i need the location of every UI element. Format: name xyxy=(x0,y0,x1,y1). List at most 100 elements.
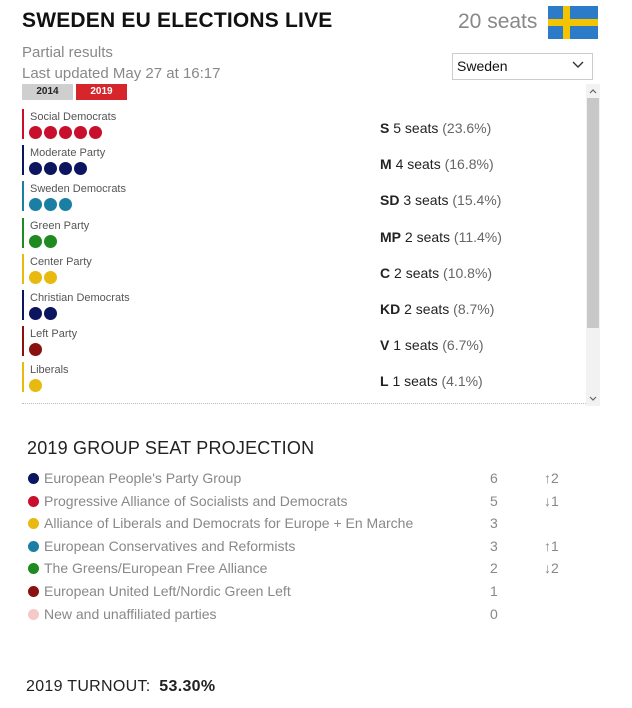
party-row: Christian Democrats KD 2 seats (8.7%) xyxy=(22,290,586,320)
party-color-bar xyxy=(22,181,24,212)
group-name: European Conservatives and Reformists xyxy=(44,537,296,554)
group-name: The Greens/European Free Alliance xyxy=(44,560,268,577)
party-seats: 2 seats xyxy=(394,264,440,281)
group-row: European Conservatives and Reformists 3 ↑1 xyxy=(27,537,587,557)
party-abbr: SD xyxy=(380,192,400,209)
party-seats: 5 seats xyxy=(393,120,439,136)
party-row: Social Democrats S 5 seats (23.6%) xyxy=(22,109,586,139)
seat-dots xyxy=(29,198,74,212)
group-row: Progressive Alliance of Socialists and D… xyxy=(27,492,587,512)
group-color-dot xyxy=(28,495,39,507)
results-panel[interactable]: Social Democrats S 5 seats (23.6%) Moderat… xyxy=(22,84,600,406)
party-abbr: V xyxy=(380,337,390,354)
seat-dot xyxy=(29,307,42,320)
panel-divider xyxy=(22,403,586,404)
group-name: New and unaffiliated parties xyxy=(44,605,217,622)
party-name: Social Democrats xyxy=(30,111,117,123)
party-percent: (8.7%) xyxy=(453,301,495,317)
party-result: KD 2 seats (8.7%) xyxy=(380,301,494,317)
party-seats: 1 seats xyxy=(392,373,438,390)
seat-dot xyxy=(59,162,72,176)
party-percent: (23.6%) xyxy=(442,120,492,136)
seat-dot xyxy=(89,126,102,139)
group-seats: 0 xyxy=(490,605,498,622)
party-seats: 1 seats xyxy=(393,337,439,354)
party-name: Moderate Party xyxy=(30,147,106,160)
page-title: SWEDEN EU ELECTIONS LIVE xyxy=(22,9,333,32)
group-seats: 5 xyxy=(490,492,498,509)
last-updated: Last updated May 27 at 16:17 xyxy=(22,65,221,82)
seat-dot xyxy=(29,234,42,248)
seat-dots xyxy=(29,307,59,320)
party-name: Center Party xyxy=(30,255,92,268)
group-color-dot xyxy=(28,518,39,530)
party-percent: (4.1%) xyxy=(441,373,483,390)
year-tab-2019[interactable]: 2019 xyxy=(76,84,127,100)
party-abbr: S xyxy=(380,120,390,136)
party-percent: (10.8%) xyxy=(443,264,493,281)
party-percent: (15.4%) xyxy=(452,192,502,209)
party-name: Liberals xyxy=(30,364,69,377)
group-row: European People's Party Group 6 ↑2 xyxy=(27,469,587,489)
group-change: ↑2 xyxy=(544,470,559,486)
party-abbr: L xyxy=(380,373,389,390)
party-row: Sweden Democrats SD 3 seats (15.4%) xyxy=(22,181,586,212)
party-result: MP 2 seats (11.4%) xyxy=(380,229,502,245)
seat-dot xyxy=(74,162,87,176)
party-name: Green Party xyxy=(30,219,90,232)
group-change: ↓1 xyxy=(544,492,559,509)
party-result: C 2 seats (10.8%) xyxy=(380,265,492,281)
scrollbar-thumb[interactable] xyxy=(587,98,599,328)
party-abbr: MP xyxy=(380,228,401,245)
year-tab-2014[interactable]: 2014 xyxy=(22,84,73,100)
party-row: Center Party C 2 seats (10.8%) xyxy=(22,253,586,284)
party-seats: 2 seats xyxy=(404,228,451,245)
group-seats: 1 xyxy=(490,583,498,599)
seat-dot xyxy=(74,126,87,139)
group-row: Alliance of Liberals and Democrats for E… xyxy=(27,514,587,534)
turnout-label: 2019 TURNOUT: xyxy=(26,678,151,695)
party-name: Christian Democrats xyxy=(30,292,130,304)
scrollbar[interactable] xyxy=(586,84,600,406)
group-row: The Greens/European Free Alliance 2 ↓2 xyxy=(27,559,587,579)
seat-dot xyxy=(44,234,57,248)
group-row: European United Left/Nordic Green Left 1 xyxy=(27,582,587,602)
party-row: Green Party MP 2 seats (11.4%) xyxy=(22,217,586,248)
seat-dot xyxy=(29,270,42,284)
seat-dot xyxy=(44,270,57,284)
group-change: ↓2 xyxy=(544,560,559,577)
country-select-value: Sweden xyxy=(457,58,508,74)
party-percent: (16.8%) xyxy=(444,156,494,173)
party-result: V 1 seats (6.7%) xyxy=(380,337,484,353)
seat-dot xyxy=(29,379,42,393)
seat-dot xyxy=(44,162,57,176)
group-name: Progressive Alliance of Socialists and D… xyxy=(44,492,348,509)
seats-total: 20 seats xyxy=(458,10,538,33)
group-color-dot xyxy=(28,563,39,575)
group-seats: 3 xyxy=(490,537,498,554)
seat-dot xyxy=(44,198,57,212)
party-row: Moderate Party M 4 seats (16.8%) xyxy=(22,145,586,176)
party-result: L 1 seats (4.1%) xyxy=(380,373,483,389)
seat-dot xyxy=(44,126,57,139)
party-result: SD 3 seats (15.4%) xyxy=(380,192,501,208)
group-color-dot xyxy=(28,608,39,620)
party-row: Left Party V 1 seats (6.7%) xyxy=(22,326,586,357)
country-select[interactable]: Sweden xyxy=(452,53,593,80)
party-color-bar xyxy=(22,326,24,357)
party-color-bar xyxy=(22,109,24,139)
scroll-down-icon[interactable] xyxy=(589,396,597,402)
group-seats: 2 xyxy=(490,560,498,577)
scroll-up-icon[interactable] xyxy=(589,88,597,94)
party-color-bar xyxy=(22,362,24,393)
party-abbr: KD xyxy=(380,301,401,317)
seat-dots xyxy=(29,343,44,357)
seat-dot xyxy=(29,343,42,357)
group-change: ↑1 xyxy=(544,537,559,554)
party-percent: (11.4%) xyxy=(453,228,502,245)
turnout-value: 53.30% xyxy=(159,678,216,695)
seat-dots xyxy=(29,162,89,176)
group-row: New and unaffiliated parties 0 xyxy=(27,605,587,625)
party-name: Sweden Democrats xyxy=(30,183,126,196)
seat-dot xyxy=(29,198,42,212)
